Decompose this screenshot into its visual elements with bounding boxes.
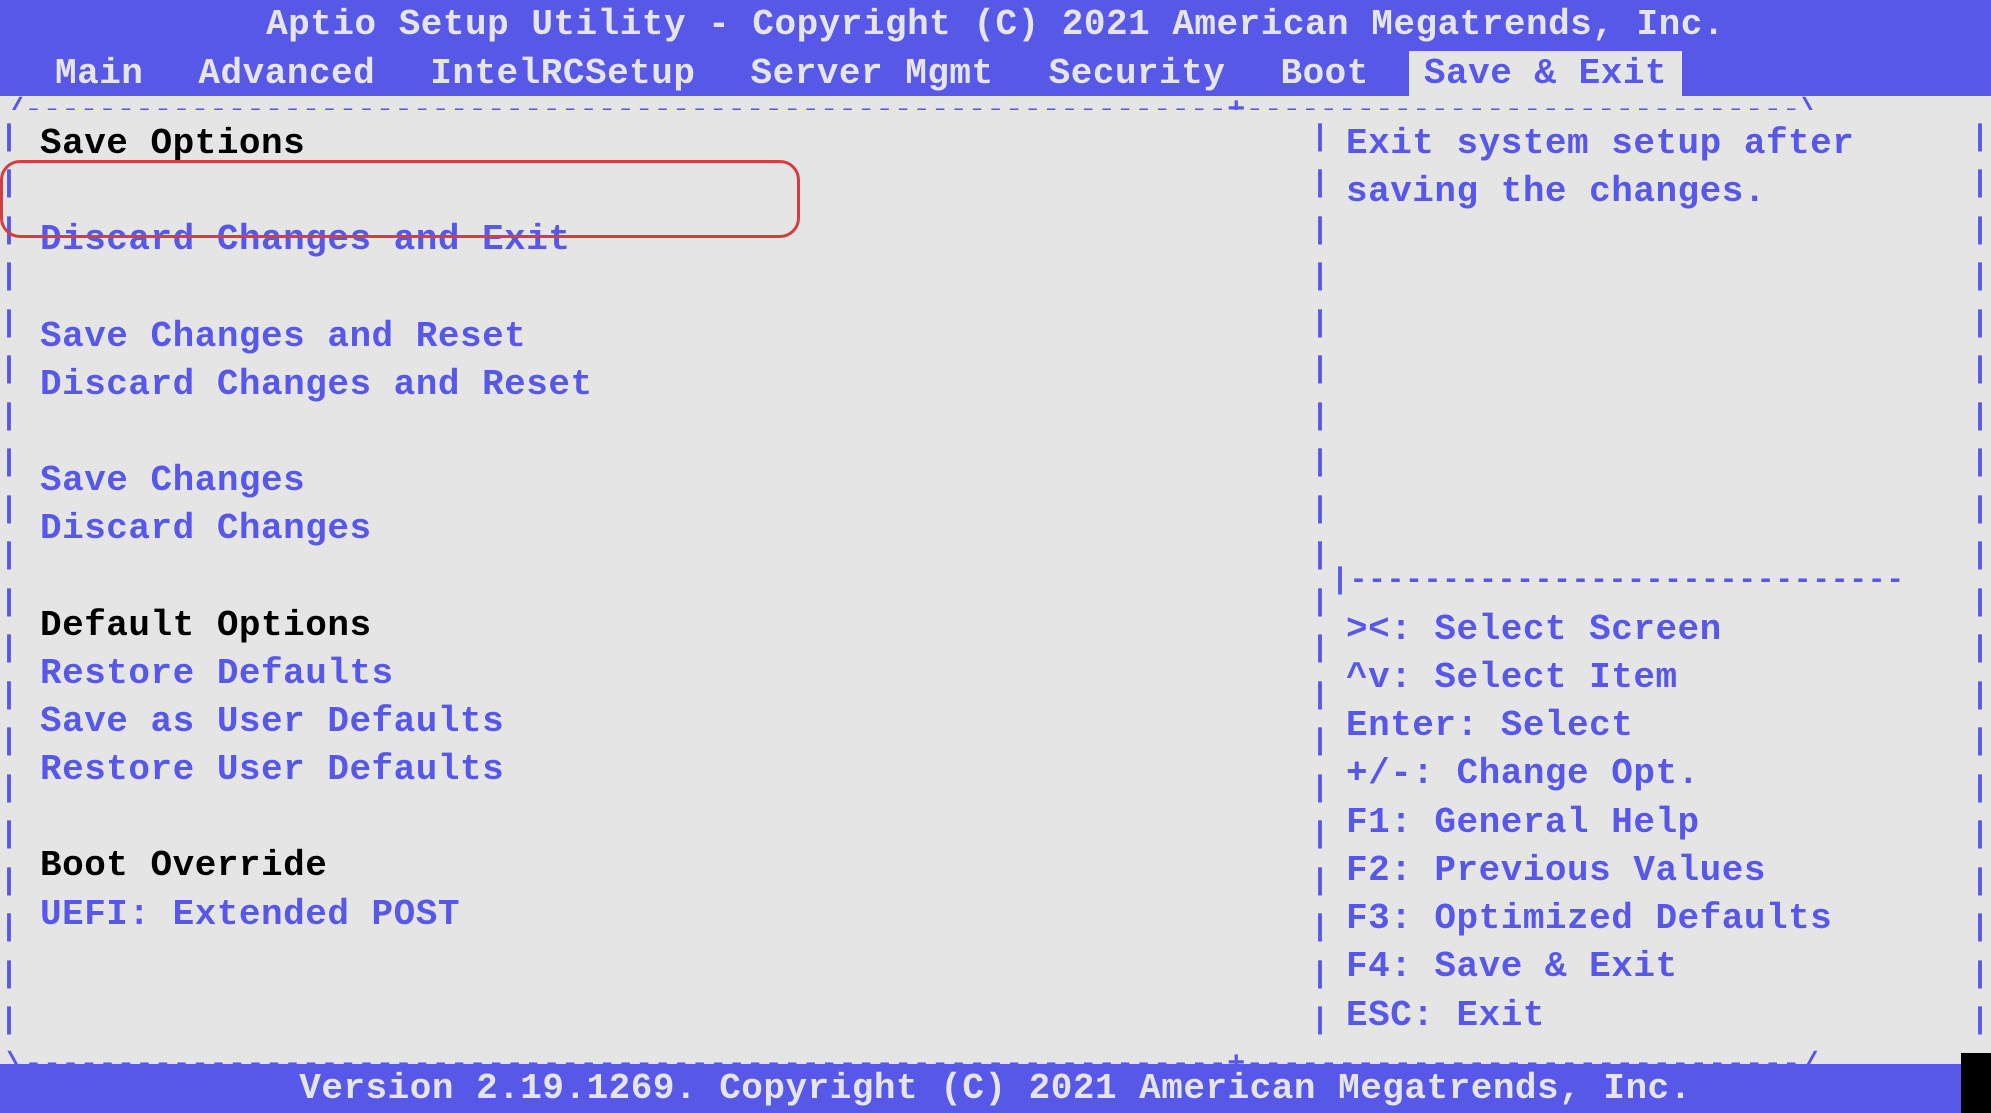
help-divider: |------------------------------ <box>1331 566 1971 596</box>
tab-main[interactable]: Main <box>40 51 158 96</box>
tab-advanced[interactable]: Advanced <box>183 51 390 96</box>
menu-item-save-changes[interactable]: Save Changes <box>40 457 1291 505</box>
help-panel: Exit system setup after saving the chang… <box>1331 110 1971 1050</box>
blank-line <box>40 265 1291 313</box>
main-content-area: |||||||||||||||||||| Save OptionsSave Ch… <box>0 110 1991 1050</box>
key-hints: ><: Select Screen^v: Select ItemEnter: S… <box>1346 606 1956 1040</box>
blank-line <box>40 794 1291 842</box>
section-header: Save Options <box>40 120 1291 168</box>
section-header: Boot Override <box>40 842 1291 890</box>
tab-boot[interactable]: Boot <box>1265 51 1383 96</box>
key-hint: +/-: Change Opt. <box>1346 750 1956 798</box>
tab-server-mgmt[interactable]: Server Mgmt <box>736 51 1009 96</box>
key-hint: F4: Save & Exit <box>1346 943 1956 991</box>
footer-text: Version 2.19.1269. Copyright (C) 2021 Am… <box>299 1068 1692 1109</box>
menu-item-save-changes-and-reset[interactable]: Save Changes and Reset <box>40 313 1291 361</box>
menu-item-save-as-user-defaults[interactable]: Save as User Defaults <box>40 698 1291 746</box>
section-header: Default Options <box>40 602 1291 650</box>
key-hint: ESC: Exit <box>1346 992 1956 1040</box>
blank-line <box>40 409 1291 457</box>
tab-security[interactable]: Security <box>1034 51 1241 96</box>
key-hint: F3: Optimized Defaults <box>1346 895 1956 943</box>
footer-bar: Version 2.19.1269. Copyright (C) 2021 Am… <box>0 1064 1991 1113</box>
menu-item-restore-user-defaults[interactable]: Restore User Defaults <box>40 746 1291 794</box>
bios-title-text: Aptio Setup Utility - Copyright (C) 2021… <box>266 4 1725 45</box>
tab-bar: Main Advanced IntelRCSetup Server Mgmt Secur… <box>0 51 1991 96</box>
tab-intelrcsetup[interactable]: IntelRCSetup <box>415 51 710 96</box>
blank-line <box>40 554 1291 602</box>
help-text: Exit system setup after saving the chang… <box>1346 120 1956 216</box>
menu-item-save-changes-and-exit[interactable]: Save Changes and Exit <box>40 168 1291 216</box>
key-hint: ><: Select Screen <box>1346 606 1956 654</box>
right-border: |||||||||||||||||||| <box>1971 110 1991 1050</box>
key-hint: ^v: Select Item <box>1346 654 1956 702</box>
bios-setup-screen: Aptio Setup Utility - Copyright (C) 2021… <box>0 0 1991 1113</box>
menu-item-discard-changes[interactable]: Discard Changes <box>40 505 1291 553</box>
menu-item-uefi-extended-post[interactable]: UEFI: Extended POST <box>40 891 1291 939</box>
bios-title-bar: Aptio Setup Utility - Copyright (C) 2021… <box>0 0 1991 51</box>
menu-item-restore-defaults[interactable]: Restore Defaults <box>40 650 1291 698</box>
vertical-divider: |||||||||||||||||||| <box>1311 110 1331 1050</box>
left-border: |||||||||||||||||||| <box>0 110 20 1050</box>
options-panel: Save OptionsSave Changes and ExitDiscard… <box>20 110 1311 1050</box>
black-corner-strip <box>1961 1053 1991 1113</box>
key-hint: F1: General Help <box>1346 799 1956 847</box>
key-hint: F2: Previous Values <box>1346 847 1956 895</box>
menu-item-discard-changes-and-reset[interactable]: Discard Changes and Reset <box>40 361 1291 409</box>
bottom-border: \---------------------------------------… <box>0 1050 1991 1064</box>
top-border: /---------------------------------------… <box>0 96 1991 110</box>
tab-save-exit[interactable]: Save & Exit <box>1409 51 1682 96</box>
help-line-1: Exit system setup after <box>1346 120 1956 168</box>
help-spacer <box>1346 216 1956 550</box>
menu-item-discard-changes-and-exit[interactable]: Discard Changes and Exit <box>40 216 1291 264</box>
key-hint: Enter: Select <box>1346 702 1956 750</box>
help-line-2: saving the changes. <box>1346 168 1956 216</box>
